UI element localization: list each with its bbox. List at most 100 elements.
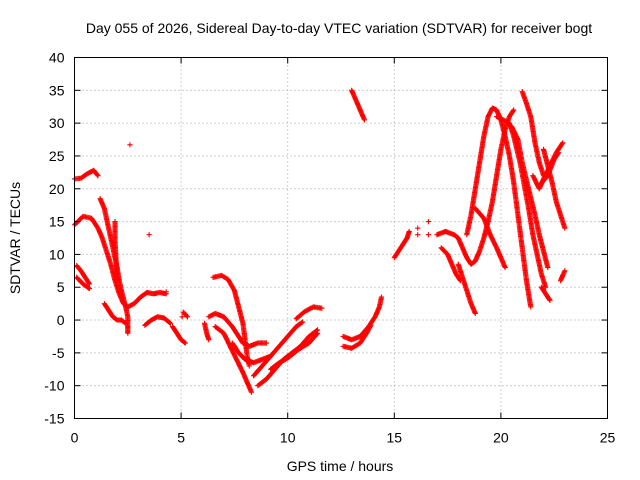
y-tick-label: 0 — [57, 312, 65, 328]
data-point — [368, 322, 374, 328]
series-arc18 — [268, 330, 321, 372]
data-point — [511, 107, 517, 113]
series-arc23 — [391, 228, 412, 261]
data-point — [184, 313, 190, 319]
data-point — [300, 319, 306, 325]
data-point — [86, 281, 93, 287]
y-tick-label: 15 — [49, 214, 65, 230]
data-point — [367, 323, 373, 330]
data-point — [555, 151, 561, 157]
x-axis-label: GPS time / hours — [287, 458, 394, 474]
y-tick-label: -10 — [44, 378, 64, 394]
data-point — [425, 232, 432, 238]
y-tick-label: 5 — [57, 279, 65, 295]
data-point — [546, 296, 552, 303]
series-arc26 — [472, 205, 508, 271]
data-point — [163, 289, 169, 295]
data-point — [86, 285, 93, 292]
data-point — [95, 173, 101, 179]
data-point — [560, 140, 566, 146]
data-point — [231, 286, 237, 292]
y-tick-label: 20 — [49, 181, 65, 197]
data-point — [167, 320, 174, 326]
data-point — [415, 232, 421, 238]
data-point — [562, 225, 568, 231]
series-arc3 — [74, 262, 93, 287]
y-tick-labels: -15 -10 -5 0 5 10 15 20 25 30 35 40 — [44, 50, 64, 427]
data-point — [125, 330, 131, 336]
chart-title: Day 055 of 2026, Sidereal Day-to-day VTE… — [86, 20, 592, 36]
series-arc36 — [557, 268, 568, 284]
data-point — [361, 117, 368, 123]
series-arc12 — [210, 272, 252, 369]
series-arc35 — [538, 284, 553, 303]
data-point — [562, 268, 568, 274]
data-point — [182, 340, 188, 346]
data-point — [206, 337, 212, 343]
data-point — [166, 319, 173, 326]
series-arc1 — [71, 167, 101, 182]
data-point — [181, 339, 188, 345]
data-point — [425, 218, 432, 225]
series-arc34 — [536, 150, 562, 189]
y-tick-label: -15 — [44, 411, 64, 427]
data-point — [314, 330, 321, 336]
data-point — [184, 314, 191, 320]
data-point — [94, 172, 100, 178]
data-point — [146, 232, 152, 238]
x-tick-label: 25 — [600, 430, 616, 446]
series-arc20 — [340, 294, 385, 343]
data-point — [555, 150, 562, 156]
data-point — [528, 304, 534, 310]
data-point — [559, 141, 565, 147]
y-tick-label: 25 — [49, 148, 65, 164]
data-point — [314, 331, 320, 337]
data-point — [179, 314, 185, 320]
series-arc19 — [293, 304, 325, 322]
x-tick-label: 0 — [71, 430, 79, 446]
axis-ticks — [74, 57, 608, 419]
data-point — [406, 228, 412, 235]
data-point — [85, 285, 92, 291]
data-point — [299, 320, 305, 326]
x-tick-label: 15 — [387, 430, 403, 446]
x-tick-label: 20 — [493, 430, 509, 446]
y-tick-label: 10 — [49, 246, 65, 262]
data-point — [263, 340, 269, 346]
data-point — [114, 278, 120, 284]
series-arc22 — [349, 87, 368, 123]
data-point — [510, 108, 516, 114]
data-point — [86, 280, 92, 286]
data-point — [415, 225, 421, 231]
series-arc7 — [112, 218, 120, 284]
series-arc6 — [101, 301, 129, 326]
series-arc27 — [438, 245, 463, 284]
data-point — [502, 264, 508, 271]
y-axis-label: SDTVAR / TECUs — [7, 182, 23, 294]
data-point — [248, 389, 255, 395]
data-point — [547, 297, 553, 303]
y-tick-label: 35 — [49, 82, 65, 98]
series-arc30 — [508, 123, 551, 271]
data-point — [378, 294, 385, 300]
data-point — [545, 264, 551, 271]
data-point — [123, 320, 129, 326]
series-arc21 — [340, 322, 374, 351]
data-point — [472, 310, 478, 317]
y-tick-label: 40 — [49, 50, 65, 66]
series-arc11 — [201, 320, 212, 343]
y-tick-label: -5 — [52, 345, 65, 361]
x-tick-label: 10 — [280, 430, 296, 446]
series-arc9 — [169, 324, 188, 346]
series-arc8 — [142, 314, 174, 328]
x-tick-label: 5 — [177, 430, 185, 446]
series-arc13 — [206, 310, 269, 349]
data-point — [319, 305, 325, 311]
data-point — [246, 363, 252, 369]
series-arc24 — [434, 107, 517, 267]
series-arc14 — [212, 324, 255, 395]
series-arc16 — [250, 319, 306, 379]
series-arc4 — [74, 274, 93, 292]
series-arc25 — [464, 105, 534, 310]
